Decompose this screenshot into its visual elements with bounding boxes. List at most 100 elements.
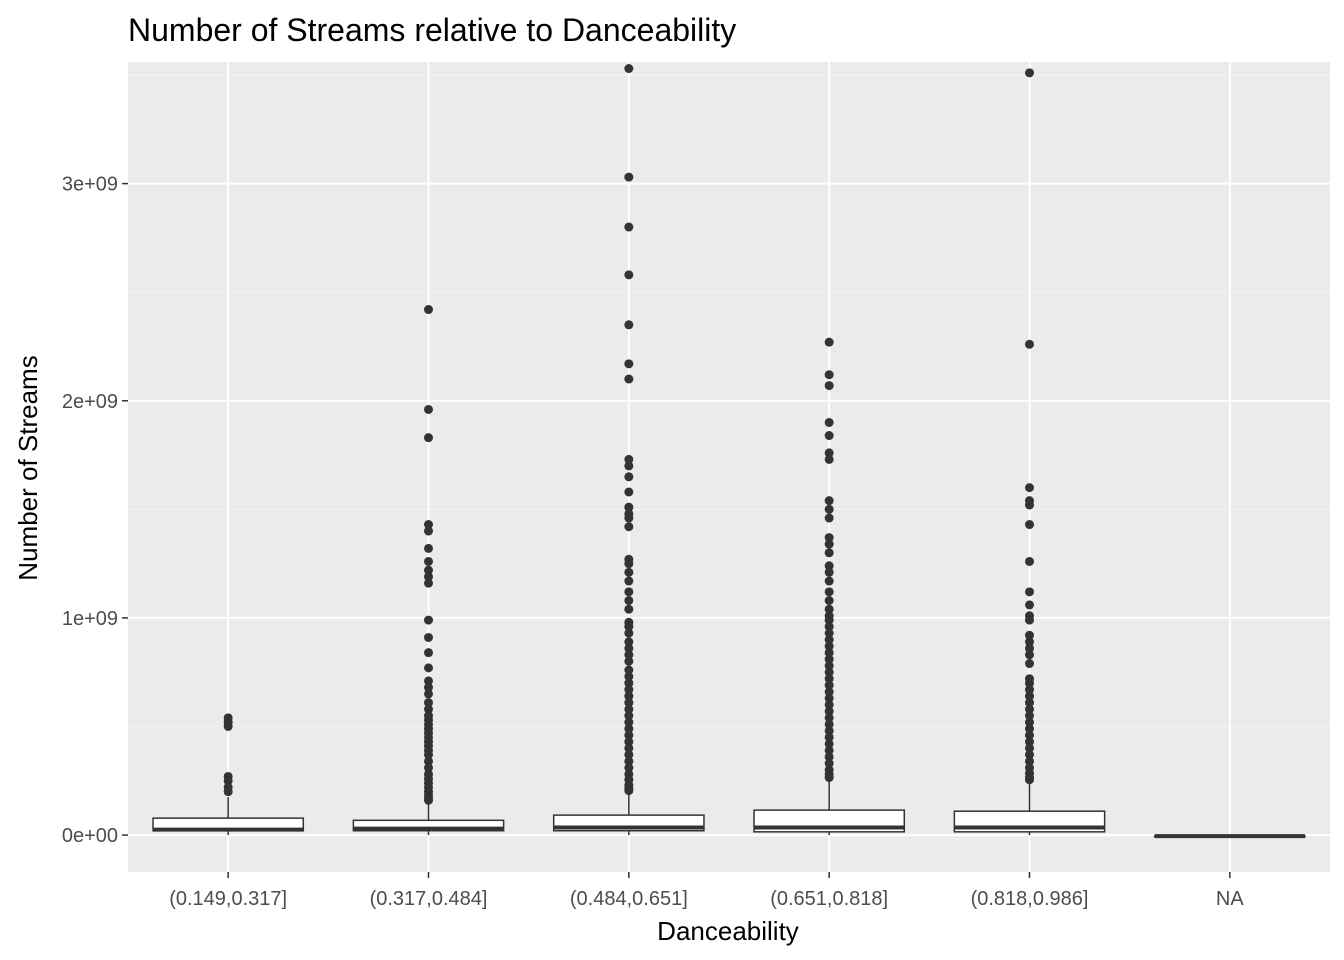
outlier-point: [223, 787, 233, 797]
outlier-point: [624, 724, 634, 734]
outlier-point: [624, 622, 634, 632]
outlier-point: [424, 689, 433, 699]
outlier-point: [624, 487, 634, 497]
outlier-point: [1025, 717, 1034, 727]
outlier-point: [1025, 339, 1034, 349]
outlier-point: [424, 572, 433, 582]
outlier-point: [424, 648, 433, 658]
outlier-point: [1025, 483, 1034, 493]
outlier-point: [824, 752, 834, 762]
box-iqr: [352, 819, 505, 832]
outlier-point: [624, 559, 634, 569]
outlier-point: [824, 719, 834, 729]
outlier-point: [824, 567, 834, 577]
outlier-point: [624, 461, 634, 471]
y-axis: 0e+00 1e+09 2e+09 3e+09: [62, 174, 128, 847]
outlier-point: [824, 513, 834, 523]
outlier-point: [624, 678, 634, 688]
outlier-point: [424, 704, 433, 714]
outlier-point: [1025, 698, 1034, 708]
outlier-point: [624, 576, 634, 586]
outlier-point: [824, 337, 834, 347]
outlier-point: [824, 680, 834, 690]
outlier-point: [624, 596, 634, 606]
outlier-point: [624, 502, 634, 512]
y-axis-title: Number of Streams: [13, 355, 43, 580]
outlier-point: [624, 320, 634, 330]
outlier-point: [824, 431, 834, 441]
x-tick-label: (0.818,0.986]: [971, 888, 1089, 910]
outlier-point: [824, 548, 834, 558]
outlier-point: [1025, 500, 1034, 510]
outlier-point: [824, 739, 834, 749]
x-tick-label: NA: [1216, 888, 1244, 910]
outlier-point: [824, 604, 834, 614]
outlier-point: [824, 641, 834, 651]
outlier-point: [824, 726, 834, 736]
outlier-point: [1025, 520, 1034, 530]
outlier-point: [824, 561, 834, 571]
outlier-point: [824, 622, 834, 632]
outlier-point: [424, 526, 433, 536]
outlier-point: [824, 587, 834, 597]
box-group: [152, 713, 305, 836]
chart-title: Number of Streams relative to Danceabili…: [128, 12, 736, 48]
outlier-point: [624, 763, 634, 773]
outlier-point: [624, 567, 634, 577]
outlier-point: [424, 756, 433, 766]
outlier-point: [624, 656, 634, 666]
outlier-point: [424, 763, 433, 773]
outlier-point: [824, 693, 834, 703]
outlier-point: [1025, 650, 1034, 660]
outlier-point: [624, 270, 634, 280]
outlier-point: [624, 172, 634, 182]
outlier-point: [1025, 737, 1034, 747]
outlier-point: [1025, 600, 1034, 610]
y-tick-label: 0e+00: [62, 825, 118, 847]
outlier-point: [624, 730, 634, 740]
outlier-point: [1025, 678, 1034, 688]
outlier-point: [624, 587, 634, 597]
outlier-point: [424, 543, 433, 553]
outlier-point: [424, 565, 433, 575]
outlier-point: [223, 776, 233, 786]
outlier-point: [1025, 643, 1034, 653]
x-tick-label: (0.149,0.317]: [169, 888, 287, 910]
outlier-point: [824, 661, 834, 671]
y-tick-label: 3e+09: [62, 174, 118, 196]
outlier-point: [424, 632, 433, 642]
outlier-point: [424, 663, 433, 673]
outlier-point: [824, 648, 834, 658]
box-group: [753, 337, 906, 836]
x-tick-label: (0.317,0.484]: [370, 888, 488, 910]
outlier-point: [624, 737, 634, 747]
outlier-point: [824, 687, 834, 697]
outlier-point: [824, 628, 834, 638]
outlier-point: [1025, 637, 1034, 647]
outlier-point: [624, 650, 634, 660]
outlier-point: [824, 713, 834, 723]
outlier-point: [824, 706, 834, 716]
box-group: [953, 68, 1106, 836]
outlier-point: [624, 64, 634, 74]
outlier-point: [1025, 659, 1034, 669]
outlier-point: [624, 717, 634, 727]
outlier-point: [624, 704, 634, 714]
outlier-point: [824, 654, 834, 664]
outlier-point: [1025, 711, 1034, 721]
outlier-point: [824, 773, 834, 783]
outlier-point: [824, 539, 834, 549]
outlier-point: [824, 454, 834, 464]
outlier-point: [624, 454, 634, 464]
outlier-point: [424, 578, 433, 588]
outlier-point: [424, 520, 433, 530]
outlier-point: [424, 795, 433, 805]
outlier-point: [824, 667, 834, 677]
outlier-point: [624, 685, 634, 695]
outlier-point: [424, 556, 433, 566]
outlier-point: [624, 665, 634, 675]
y-tick-label: 1e+09: [62, 608, 118, 630]
box-group: [352, 305, 505, 836]
